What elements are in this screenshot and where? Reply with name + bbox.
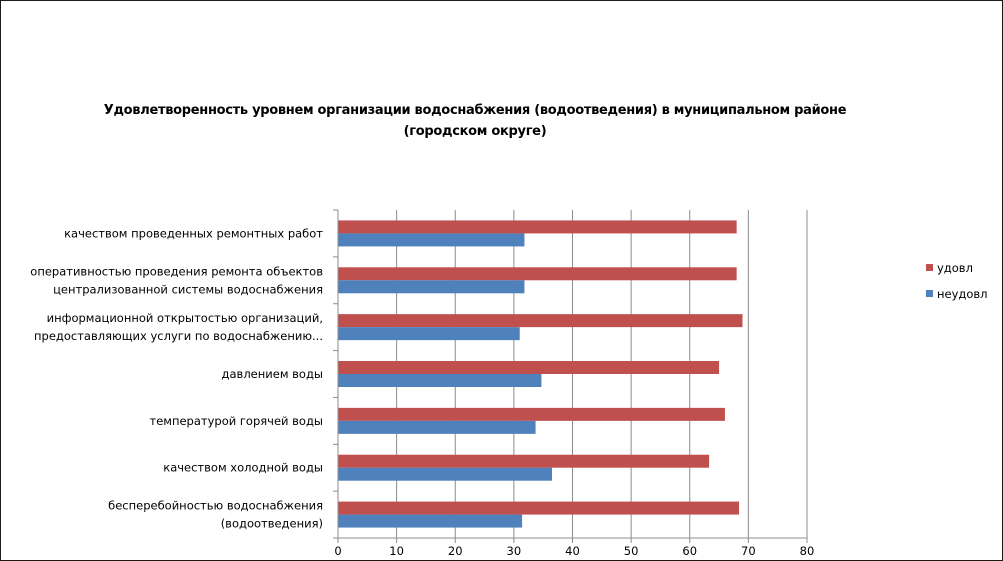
category-label-1-1: централизованной системы водоснабжения <box>53 282 323 296</box>
legend-swatch-neudovl <box>926 290 933 297</box>
category-label-2-1: предоставляющих услуги по водоснабжению.… <box>34 329 323 343</box>
category-label-0-0: качеством проведенных ремонтных работ <box>64 226 323 240</box>
chart-title-line-2: (городском округе) <box>403 124 547 139</box>
x-tick-label-0: 0 <box>334 544 341 558</box>
category-label-3-0: давлением воды <box>222 367 323 381</box>
bar-neudovl-0 <box>338 233 525 247</box>
bar-udovl-0 <box>338 220 737 234</box>
bar-neudovl-6 <box>338 514 523 528</box>
bar-neudovl-3 <box>338 374 542 387</box>
chart-title-line-1: Удовлетворенность уровнем организации во… <box>103 103 847 118</box>
category-label-5-0: качеством холодной воды <box>163 461 323 475</box>
x-tick-label-10: 10 <box>389 544 404 558</box>
x-tick-label-50: 50 <box>624 544 639 558</box>
bar-neudovl-5 <box>338 467 552 481</box>
x-tick-label-70: 70 <box>741 544 756 558</box>
bar-neudovl-4 <box>338 420 536 434</box>
legend-swatch-udovl <box>926 264 933 271</box>
category-label-6-0: бесперебойностью водоснабжения <box>108 499 323 513</box>
category-label-2-0: информационной открытостью организаций, <box>47 311 323 325</box>
bar-neudovl-2 <box>338 327 520 341</box>
x-tick-label-80: 80 <box>800 544 815 558</box>
x-tick-label-60: 60 <box>682 544 697 558</box>
category-label-1-0: оперативностью проведения ремонта объект… <box>30 264 323 278</box>
bar-neudovl-1 <box>338 280 525 294</box>
legend-label-neudovl: неудовл <box>937 287 988 301</box>
bar-udovl-5 <box>338 454 710 468</box>
chart-title: Удовлетворенность уровнем организации во… <box>80 100 870 142</box>
legend-label-udovl: удовл <box>937 261 973 275</box>
bar-udovl-6 <box>338 501 739 515</box>
bar-udovl-2 <box>338 314 743 328</box>
x-tick-label-40: 40 <box>565 544 580 558</box>
category-label-6-1: (водоотведения) <box>221 517 323 531</box>
x-tick-label-30: 30 <box>507 544 522 558</box>
bar-udovl-3 <box>338 361 720 374</box>
category-label-4-0: температурой горячей воды <box>150 414 324 428</box>
x-tick-label-20: 20 <box>448 544 463 558</box>
bar-udovl-1 <box>338 267 737 281</box>
bar-udovl-4 <box>338 407 725 421</box>
